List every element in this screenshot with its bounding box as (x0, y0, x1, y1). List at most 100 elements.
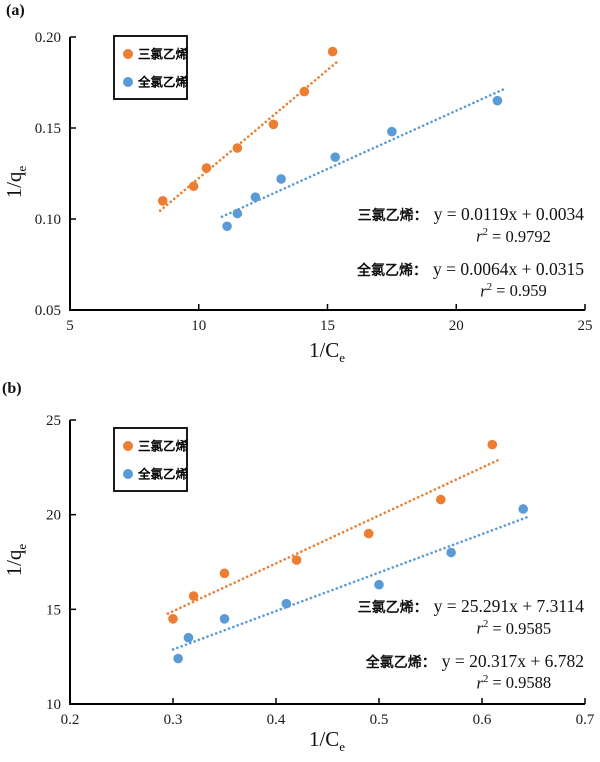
annotation-group-trichloroethylene: 三氯乙烯： y = 25.291x + 7.3114 r2 = 0.9585 (358, 596, 584, 639)
data-point (157, 196, 168, 206)
data-point (201, 163, 212, 173)
panel-b-regression-annotations: 三氯乙烯： y = 25.291x + 7.3114 r2 = 0.9585 全氯乙… (358, 596, 584, 705)
data-point (168, 614, 178, 624)
x-tick-label: 0.6 (473, 712, 492, 728)
r-squared-value: = 0.9792 (492, 226, 551, 246)
x-axis-title-subscript: e (339, 739, 346, 755)
x-tick-label: 0.7 (576, 712, 595, 728)
x-tick-label: 0.5 (370, 712, 389, 728)
annotation-equation-line: 三氯乙烯： y = 0.0119x + 0.0034 (357, 204, 584, 225)
r-symbol: r (476, 673, 483, 692)
x-axis-title-text: 1/C (308, 727, 340, 751)
r-exponent: 2 (486, 280, 493, 293)
x-tick-label: 0.4 (267, 712, 286, 728)
data-point (173, 653, 183, 664)
r-exponent: 2 (482, 618, 489, 630)
panel-b-tag: (b) (2, 380, 22, 397)
data-point (436, 494, 446, 505)
data-point (330, 152, 341, 162)
data-point (327, 46, 338, 57)
data-point (487, 439, 498, 450)
r-symbol: r (480, 281, 487, 300)
r-squared-line: r2 = 0.959 (357, 281, 584, 302)
x-tick-label: 15 (320, 318, 335, 334)
annotation-equation-line: 全氯乙烯： y = 0.0064x + 0.0315 (357, 259, 584, 280)
y-tick-label: 20 (46, 508, 61, 524)
series-label: 全氯乙烯： (365, 653, 436, 670)
panel-b-x-axis-title: 1/Ce (309, 727, 345, 755)
data-point (188, 181, 199, 192)
data-point (374, 579, 384, 590)
r-symbol: r (476, 618, 483, 638)
x-tick-label: 0.2 (61, 712, 80, 728)
data-point (299, 86, 310, 97)
data-point (291, 555, 302, 565)
legend-marker (123, 469, 133, 479)
x-tick-label: 10 (191, 318, 206, 334)
r-squared-value: = 0.9585 (492, 618, 552, 638)
data-point (268, 119, 279, 130)
regression-equation: y = 25.291x + 7.3114 (433, 596, 584, 616)
r-squared-line: r2 = 0.9588 (358, 673, 584, 694)
y-tick-label: 15 (46, 602, 61, 618)
y-tick-label: 10 (46, 697, 61, 713)
regression-equation: y = 0.0119x + 0.0034 (433, 204, 584, 224)
panel-a-y-axis-title: 1/qe (2, 137, 30, 227)
r-exponent: 2 (482, 672, 489, 685)
panel-a-x-axis-title: 1/Ce (309, 338, 345, 366)
data-point (250, 192, 261, 202)
trend-line (171, 515, 530, 651)
legend-label: 全氯乙烯 (137, 467, 189, 482)
legend-marker (123, 49, 133, 59)
regression-equation: y = 20.317x + 6.782 (441, 650, 584, 671)
y-axis-title-subscript: e (14, 543, 30, 550)
data-point (363, 528, 374, 539)
panel-a-regression-annotations: 三氯乙烯： y = 0.0119x + 0.0034 r2 = 0.9792 全氯乙… (357, 204, 584, 313)
r-exponent: 2 (482, 226, 489, 238)
legend-label: 三氯乙烯 (138, 439, 189, 454)
trend-line (158, 59, 340, 213)
y-tick-label: 25 (46, 413, 61, 429)
y-axis-title-subscript: e (14, 165, 30, 172)
x-axis-title-text: 1/C (308, 338, 340, 362)
x-tick-label: 20 (449, 318, 464, 334)
x-tick-label: 5 (66, 318, 74, 334)
x-tick-label: 0.3 (164, 712, 183, 728)
trend-line (220, 87, 507, 219)
y-tick-label: 0.10 (35, 212, 61, 228)
annotation-group-trichloroethylene: 三氯乙烯： y = 0.0119x + 0.0034 r2 = 0.9792 (357, 204, 584, 247)
legend-label: 三氯乙烯 (138, 47, 189, 62)
x-tick-label: 25 (578, 318, 593, 334)
r-squared-value: = 0.959 (496, 281, 547, 300)
data-point (232, 208, 243, 219)
data-point (276, 174, 286, 184)
data-point (219, 614, 230, 624)
y-tick-label: 0.15 (35, 121, 61, 137)
legend-label: 全氯乙烯 (137, 75, 189, 90)
data-point (188, 591, 199, 601)
data-point (222, 221, 232, 232)
data-point (232, 143, 243, 153)
series-label: 三氯乙烯： (357, 207, 428, 223)
r-squared-line: r2 = 0.9792 (357, 226, 584, 247)
legend-box (113, 427, 188, 492)
regression-equation: y = 0.0064x + 0.0315 (433, 258, 584, 279)
legend-box (113, 35, 188, 100)
annotation-equation-line: 三氯乙烯： y = 25.291x + 7.3114 (358, 596, 584, 617)
data-point (446, 547, 456, 558)
data-point (387, 126, 397, 137)
data-point (219, 568, 230, 579)
r-symbol: r (476, 226, 483, 246)
series-label: 全氯乙烯： (357, 261, 427, 278)
annotation-group-perchloroethylene: 全氯乙烯： y = 0.0064x + 0.0315 r2 = 0.959 (357, 259, 584, 302)
data-point (518, 504, 528, 514)
legend-marker (123, 77, 133, 87)
annotation-equation-line: 全氯乙烯： y = 20.317x + 6.782 (358, 651, 584, 672)
y-axis-title-text: 1/q (1, 549, 26, 577)
x-axis-title-subscript: e (339, 350, 346, 366)
series-label: 三氯乙烯： (357, 599, 428, 615)
y-tick-label: 0.05 (35, 303, 61, 319)
